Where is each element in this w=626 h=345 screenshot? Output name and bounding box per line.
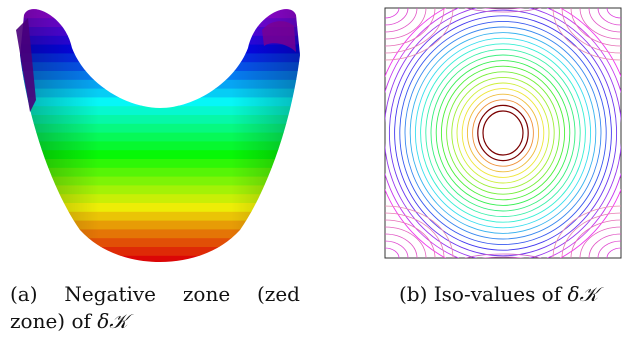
contour-ring <box>461 88 545 178</box>
contour-edge <box>464 8 542 13</box>
contour-ring <box>451 76 555 190</box>
caption-b-text: (b) Iso-values of <box>399 282 562 306</box>
contour-ring <box>472 99 534 167</box>
contour-ring <box>414 37 592 229</box>
caption-a-symbol: δ𝒦 <box>97 309 128 333</box>
contour-ring <box>466 93 540 173</box>
caption-a-word: zone <box>182 282 231 306</box>
contour-edge <box>473 260 533 270</box>
contour-ring <box>440 65 566 201</box>
iso-values-contour-plot <box>384 0 622 270</box>
contour-edge <box>464 253 542 258</box>
contour-ring <box>420 43 586 223</box>
contour-ring <box>456 82 550 184</box>
contour-ring <box>394 15 612 251</box>
caption-a-word: Negative <box>64 282 157 306</box>
surface-band <box>20 9 300 10</box>
caption-a-word: (zed <box>257 282 300 306</box>
contour-ring <box>404 26 602 240</box>
caption-a: (a) Negative zone (zed zone) of δ𝒦 <box>10 281 300 335</box>
contour-ring <box>446 71 560 195</box>
contour-ring <box>399 20 607 246</box>
contour-edge <box>481 256 525 258</box>
contour-edge <box>473 0 533 6</box>
contour-ring <box>477 104 529 162</box>
contour-ring <box>425 48 581 218</box>
caption-a-word: (a) <box>10 282 38 306</box>
contour-ring <box>435 60 571 206</box>
negative-zone-surface <box>16 9 300 262</box>
caption-a-line2: zone) of <box>10 309 91 333</box>
contour-ring <box>409 32 597 234</box>
contour-ring <box>430 54 576 212</box>
contour-ring <box>388 9 618 257</box>
contour-edge <box>481 8 525 10</box>
caption-b: (b) Iso-values of δ𝒦 <box>399 281 598 308</box>
caption-b-symbol: δ𝒦 <box>567 282 599 306</box>
contour-ring <box>482 110 524 156</box>
